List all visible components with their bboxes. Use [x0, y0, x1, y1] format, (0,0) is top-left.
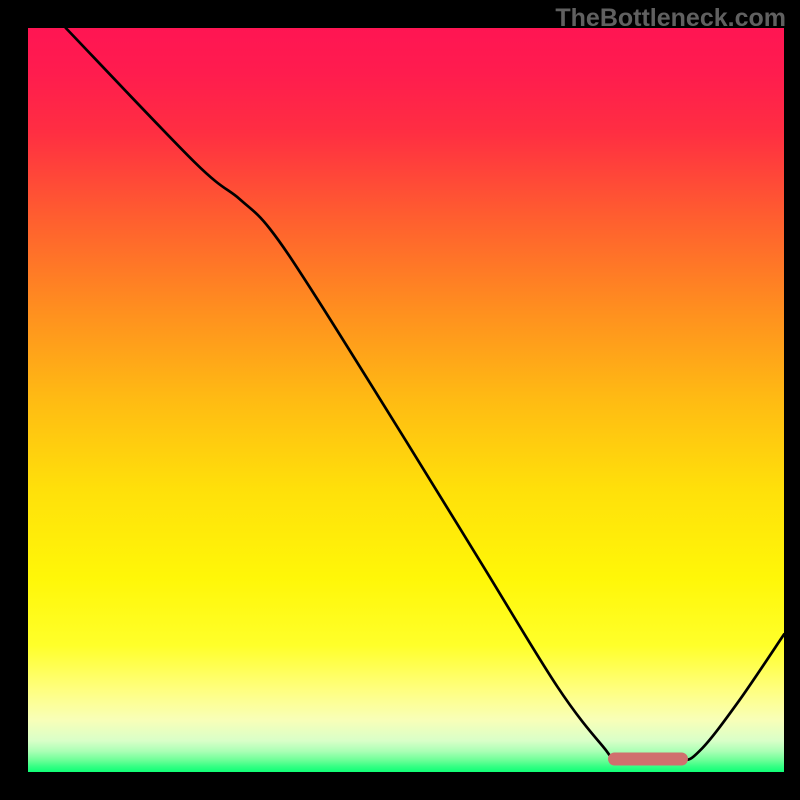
watermark-text: TheBottleneck.com [555, 4, 786, 33]
plot-area [28, 28, 784, 772]
chart-container: TheBottleneck.com [0, 0, 800, 800]
optimal-marker [608, 753, 688, 766]
chart-marker [28, 28, 784, 772]
